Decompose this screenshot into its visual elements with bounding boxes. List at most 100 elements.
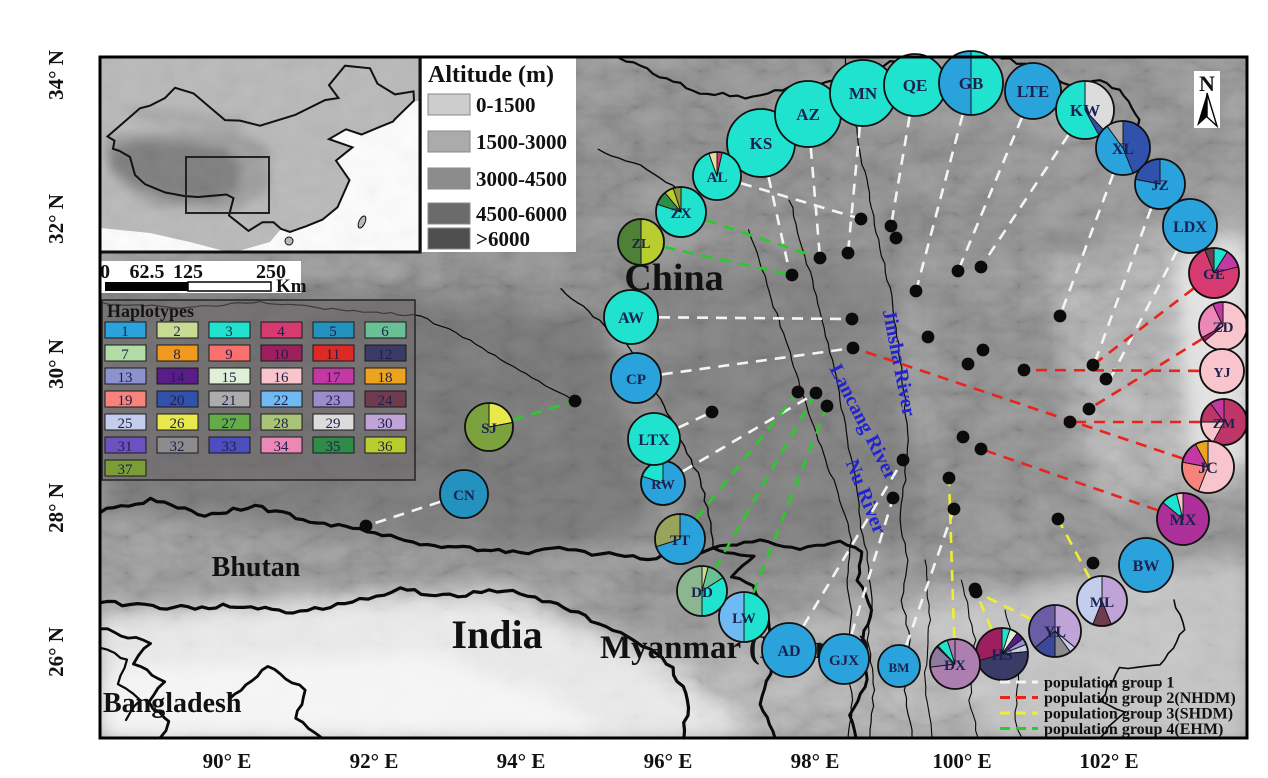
svg-text:CP: CP [626,372,646,388]
svg-text:11: 11 [326,347,340,363]
svg-text:MX: MX [1170,512,1197,529]
svg-text:Bhutan: Bhutan [212,552,301,583]
svg-text:100° E: 100° E [932,749,991,773]
svg-text:>6000: >6000 [476,227,530,251]
svg-text:24: 24 [378,393,394,409]
svg-text:28° N: 28° N [44,483,68,533]
svg-text:population group 3(SHDM): population group 3(SHDM) [1044,706,1233,723]
svg-text:0-1500: 0-1500 [476,93,536,117]
svg-text:KS: KS [750,134,773,153]
svg-text:94° E: 94° E [497,749,546,773]
svg-text:32° N: 32° N [44,194,68,244]
svg-text:20: 20 [170,393,185,409]
svg-text:population group 1: population group 1 [1044,675,1174,692]
svg-text:96° E: 96° E [644,749,693,773]
svg-text:13: 13 [118,370,133,386]
svg-text:7: 7 [121,347,129,363]
svg-text:27: 27 [222,416,238,432]
svg-text:14: 14 [170,370,186,386]
svg-text:31: 31 [118,439,133,455]
svg-text:GJX: GJX [829,653,859,669]
svg-text:GB: GB [959,74,984,93]
svg-text:BM: BM [889,660,910,675]
svg-text:1500-3000: 1500-3000 [476,130,567,154]
svg-text:XL: XL [1112,141,1134,158]
svg-text:62.5: 62.5 [130,261,165,283]
svg-text:6: 6 [381,324,389,340]
svg-text:98° E: 98° E [791,749,840,773]
svg-text:250: 250 [256,261,286,283]
svg-text:Bangladesh: Bangladesh [103,688,242,719]
svg-text:19: 19 [118,393,133,409]
svg-text:0: 0 [100,261,110,283]
svg-text:92° E: 92° E [350,749,399,773]
svg-text:YJ: YJ [1213,366,1230,381]
svg-text:35: 35 [326,439,341,455]
svg-text:26° N: 26° N [44,627,68,677]
svg-text:18: 18 [378,370,393,386]
svg-text:5: 5 [329,324,337,340]
svg-text:23: 23 [326,393,341,409]
svg-text:AZ: AZ [796,105,820,124]
svg-text:GE: GE [1203,267,1225,283]
svg-text:QE: QE [903,76,928,95]
svg-text:India: India [451,612,542,657]
svg-text:34° N: 34° N [44,50,68,100]
svg-text:DD: DD [691,585,713,601]
svg-text:Haplotypes: Haplotypes [107,301,194,321]
svg-text:CN: CN [453,488,475,504]
svg-text:DX: DX [944,658,966,674]
svg-text:Altitude (m): Altitude (m) [428,62,554,88]
svg-text:BW: BW [1133,558,1160,575]
svg-text:LDX: LDX [1173,219,1207,236]
svg-text:N: N [1199,71,1215,96]
svg-text:10: 10 [274,347,289,363]
svg-text:33: 33 [222,439,237,455]
svg-text:JC: JC [1198,460,1218,477]
svg-text:HS: HS [991,647,1012,664]
svg-text:28: 28 [274,416,289,432]
svg-text:17: 17 [326,370,342,386]
svg-text:KW: KW [1070,101,1100,120]
svg-text:ZD: ZD [1213,320,1234,336]
svg-text:26: 26 [170,416,186,432]
svg-text:30: 30 [378,416,393,432]
svg-text:22: 22 [274,393,289,409]
svg-text:ZM: ZM [1213,417,1236,432]
svg-text:1: 1 [121,324,129,340]
svg-text:ZX: ZX [671,206,692,222]
svg-text:MN: MN [849,84,878,103]
svg-text:37: 37 [118,462,134,478]
svg-text:102° E: 102° E [1079,749,1138,773]
svg-text:125: 125 [173,261,203,283]
svg-text:population group 2(NHDM): population group 2(NHDM) [1044,690,1236,707]
svg-text:21: 21 [222,393,237,409]
svg-text:population group 4(EHM): population group 4(EHM) [1044,721,1223,738]
svg-text:LTX: LTX [638,432,670,449]
svg-text:8: 8 [173,347,181,363]
svg-text:15: 15 [222,370,237,386]
svg-text:AD: AD [777,643,800,660]
svg-text:LTE: LTE [1017,82,1049,101]
svg-text:JZ: JZ [1151,178,1169,194]
svg-text:90° E: 90° E [203,749,252,773]
svg-text:AW: AW [618,310,644,327]
svg-text:ZL: ZL [632,237,651,252]
svg-text:LW: LW [732,611,756,627]
svg-text:16: 16 [274,370,290,386]
svg-text:29: 29 [326,416,341,432]
svg-text:9: 9 [225,347,233,363]
svg-text:TT: TT [670,533,690,549]
svg-text:4: 4 [277,324,285,340]
svg-text:3: 3 [225,324,233,340]
svg-text:34: 34 [274,439,290,455]
svg-text:25: 25 [118,416,133,432]
svg-text:32: 32 [170,439,185,455]
svg-text:AL: AL [707,170,728,186]
svg-text:SJ: SJ [481,421,497,437]
svg-text:12: 12 [378,347,393,363]
svg-text:36: 36 [378,439,394,455]
svg-text:30° N: 30° N [44,339,68,389]
svg-text:4500-6000: 4500-6000 [476,202,567,226]
svg-text:Km: Km [276,276,307,297]
